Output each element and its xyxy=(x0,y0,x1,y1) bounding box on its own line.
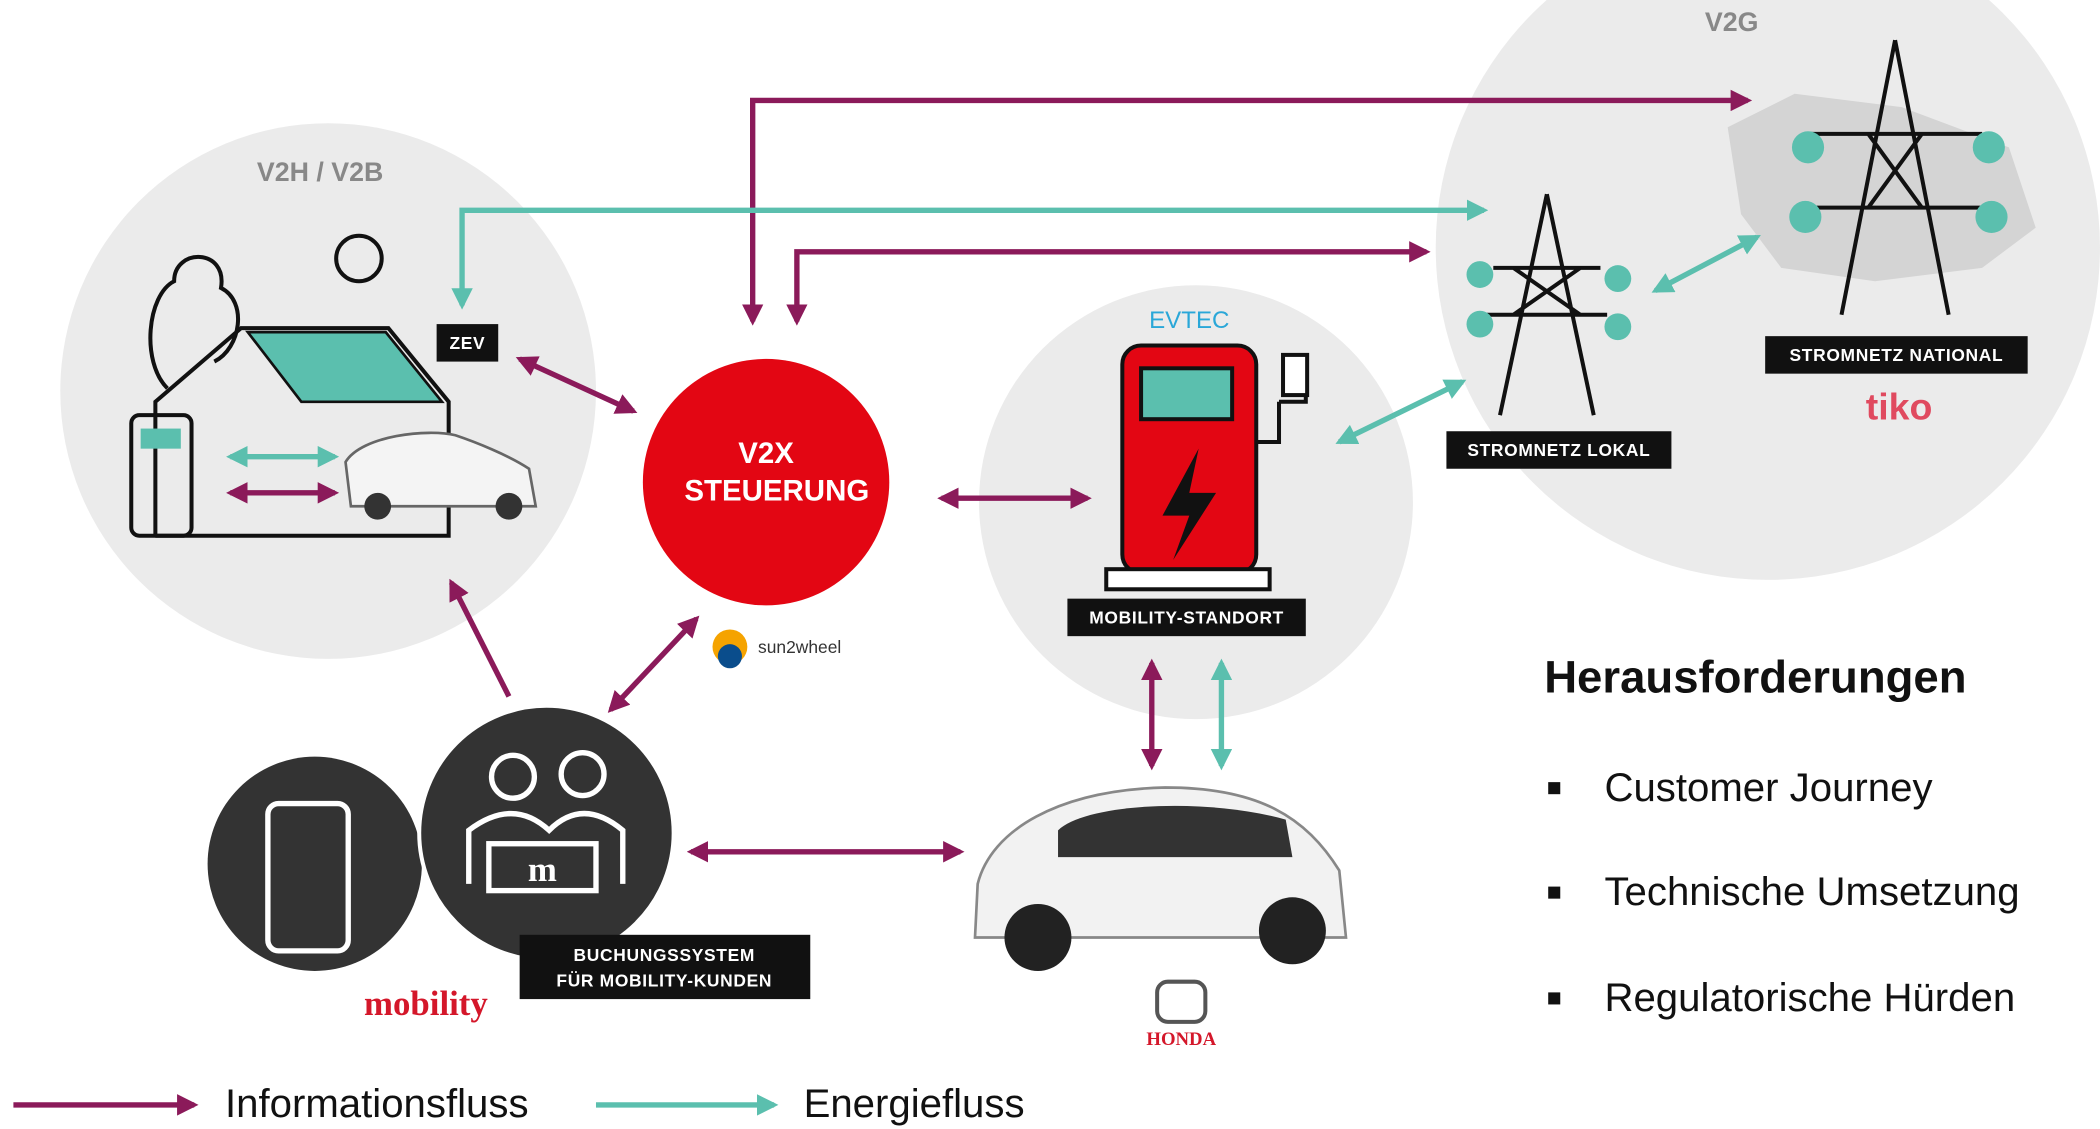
grid-label: STROMNETZ NATIONAL xyxy=(1790,345,2004,365)
challenge-list: Customer Journey Technische Umsetzung Re… xyxy=(1548,765,2019,1020)
brand: tiko xyxy=(1866,386,1933,428)
grid-label: STROMNETZ LOKAL xyxy=(1467,440,1650,460)
challenge-item: Customer Journey xyxy=(1604,765,1932,810)
booking-label: BUCHUNGSSYSTEM xyxy=(574,945,756,965)
bullet xyxy=(1548,782,1560,794)
brand: mobility xyxy=(364,984,488,1023)
controller-label: STEUERUNG xyxy=(684,475,869,508)
app-icon xyxy=(208,757,422,971)
brand: sun2wheel xyxy=(758,637,841,657)
legend-label: Energiefluss xyxy=(804,1081,1025,1126)
bullet xyxy=(1548,887,1560,899)
zev-label: ZEV xyxy=(449,333,485,353)
people-icon xyxy=(419,706,673,960)
bullet xyxy=(1548,992,1560,1004)
page: V2G V2H / V2B V2X STEUERUNG sun2wheel EV… xyxy=(0,0,2100,1129)
brand-logo xyxy=(718,644,742,668)
car xyxy=(975,787,1346,970)
honda-logo xyxy=(1157,982,1205,1022)
legend-label: Informationsfluss xyxy=(225,1081,529,1126)
m-logo: m xyxy=(528,850,557,889)
challenge-item: Regulatorische Hürden xyxy=(1604,975,2015,1020)
brand: HONDA xyxy=(1146,1029,1216,1050)
booking-label: FÜR MOBILITY-KUNDEN xyxy=(556,970,772,990)
zone-label: V2H / V2B xyxy=(257,157,383,187)
controller-label: V2X xyxy=(738,437,794,470)
station-label: MOBILITY-STANDORT xyxy=(1089,607,1284,627)
brand: EVTEC xyxy=(1149,307,1229,334)
zone-label: V2G xyxy=(1705,7,1759,37)
diagram: V2G V2H / V2B V2X STEUERUNG sun2wheel EV… xyxy=(0,0,2100,1129)
zone-v2g xyxy=(1436,0,2100,580)
challenge-item: Technische Umsetzung xyxy=(1604,869,2019,914)
challenges-title: Herausforderungen xyxy=(1544,651,1966,702)
